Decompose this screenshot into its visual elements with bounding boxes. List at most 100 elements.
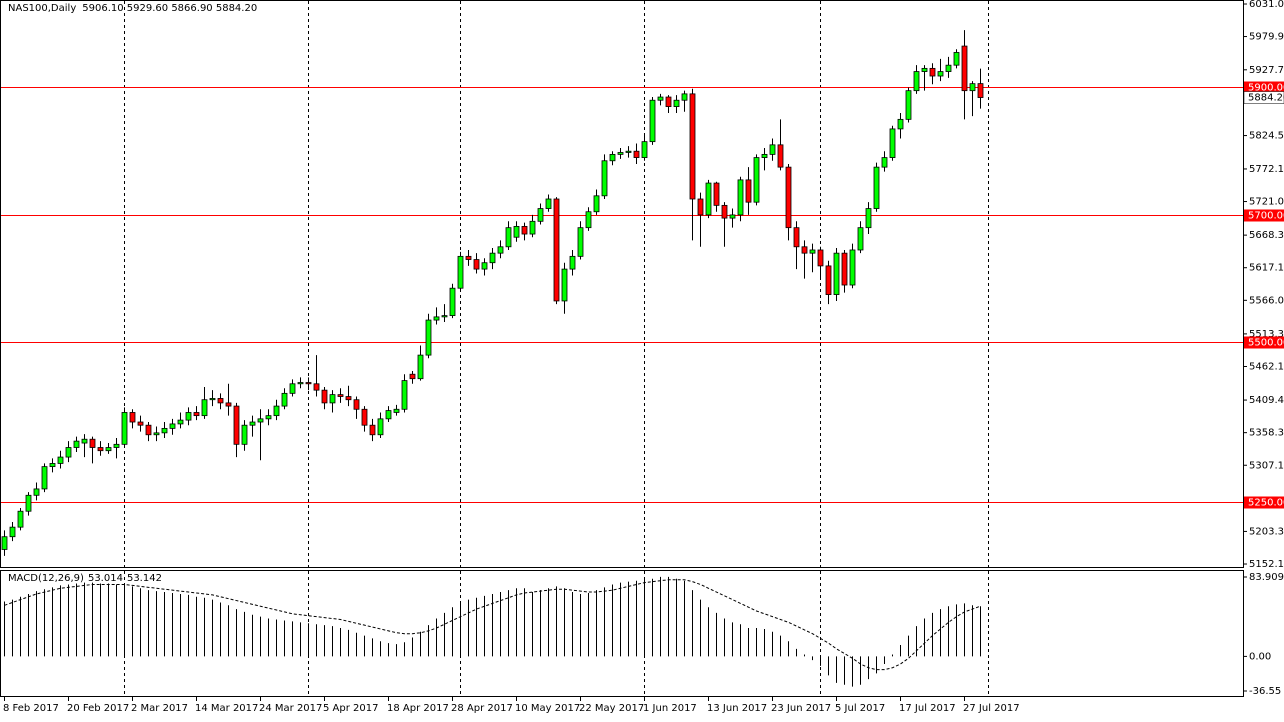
candle-body <box>689 93 696 200</box>
candle-body <box>633 150 640 158</box>
candle-body <box>209 398 216 401</box>
candle-body <box>89 438 96 448</box>
macd-y-tick-label: -36.55 <box>1249 686 1281 697</box>
level-label-box <box>1244 81 1284 94</box>
candle-body <box>657 96 664 101</box>
level-label: 5700.00 <box>1248 211 1284 222</box>
candle-body <box>921 67 928 72</box>
candle-body <box>953 52 960 66</box>
candle-body <box>353 399 360 410</box>
y-tick-label: 5927.75 <box>1249 65 1284 76</box>
candle-body <box>577 227 584 257</box>
candle-body <box>201 399 208 417</box>
candle-body <box>217 398 224 404</box>
symbol: NAS100,Daily <box>8 3 76 14</box>
x-tick-label: 28 Apr 2017 <box>451 703 513 714</box>
x-tick-label: 5 Apr 2017 <box>323 703 378 714</box>
candle-body <box>409 373 416 380</box>
candle-body <box>25 494 32 512</box>
candle-body <box>193 412 200 417</box>
level-label-box <box>1244 336 1284 349</box>
candle-body <box>265 415 272 420</box>
y-tick-label: 5358.30 <box>1249 428 1284 439</box>
header: NAS100,Daily 5906.10 5929.60 5866.90 5884… <box>8 3 257 14</box>
candle-body <box>937 71 944 77</box>
y-tick-label: 5668.30 <box>1249 230 1284 241</box>
y-tick-label: 5566.00 <box>1249 295 1284 306</box>
candle-body <box>497 246 504 254</box>
y-tick-label: 5772.15 <box>1249 164 1284 175</box>
candle-body <box>545 198 552 209</box>
candle-body <box>585 211 592 229</box>
x-tick-label: 18 Apr 2017 <box>387 703 449 714</box>
candle-body <box>705 182 712 216</box>
candle-body <box>625 150 632 153</box>
candle-body <box>441 315 448 318</box>
candle-body <box>177 419 184 425</box>
macd-y-tick-label: 83.909 <box>1249 572 1284 583</box>
candle-body <box>825 265 832 295</box>
candle-body <box>417 354 424 380</box>
x-tick-label: 24 Mar 2017 <box>259 703 322 714</box>
candle-body <box>121 412 128 445</box>
candle-body <box>769 144 776 155</box>
candle-body <box>105 447 112 452</box>
header-ohlc: 5906.10 5929.60 5866.90 5884.20 <box>82 3 257 14</box>
level-label-box <box>1244 209 1284 222</box>
candle-body <box>65 447 72 458</box>
candle-body <box>569 255 576 270</box>
candle-body <box>161 427 168 434</box>
candle-body <box>617 152 624 155</box>
candle-body <box>833 252 840 295</box>
level-label: 5900.00 <box>1248 83 1284 94</box>
macd-label: MACD(12,26,9) <box>8 573 84 584</box>
level-label: 5250.00 <box>1248 498 1284 509</box>
macd-frame <box>0 570 1244 697</box>
y-tick-label: 6031.00 <box>1249 0 1284 10</box>
y-tick-label: 5824.55 <box>1249 131 1284 142</box>
candle-body <box>857 227 864 251</box>
candle-body <box>73 440 80 448</box>
candle-body <box>513 225 520 238</box>
candle-body <box>281 392 288 407</box>
candle-body <box>641 141 648 158</box>
candle-body <box>97 447 104 452</box>
candle-body <box>273 405 280 417</box>
x-tick-label: 17 Jul 2017 <box>899 703 956 714</box>
candle-body <box>913 71 920 92</box>
candle-body <box>257 418 264 423</box>
candle-body <box>385 410 392 420</box>
candle-body <box>881 157 888 168</box>
candle-body <box>737 179 744 216</box>
candle-body <box>465 255 472 260</box>
candle-body <box>361 408 368 426</box>
current-price-box <box>1243 91 1284 104</box>
candle-body <box>169 423 176 429</box>
candle-body <box>929 67 936 77</box>
candle-body <box>249 421 256 426</box>
candle-body <box>713 182 720 206</box>
candle-body <box>505 227 512 248</box>
x-tick-label: 1 Jun 2017 <box>643 703 697 714</box>
candle-body <box>697 198 704 216</box>
candle-body <box>473 259 480 270</box>
candle-body <box>17 510 24 528</box>
candle-body <box>81 438 88 444</box>
candle-body <box>153 432 160 436</box>
candle-body <box>481 262 488 270</box>
candle-body <box>1 536 8 550</box>
candle-body <box>841 252 848 286</box>
x-tick-label: 23 Jun 2017 <box>771 703 831 714</box>
y-tick-label: 5203.30 <box>1249 526 1284 537</box>
candle-body <box>57 456 64 464</box>
x-tick-label: 10 May 2017 <box>515 703 580 714</box>
candle-body <box>33 488 40 496</box>
candle-body <box>977 83 984 98</box>
candle-body <box>521 225 528 235</box>
candle-body <box>129 412 136 423</box>
candle-body <box>969 83 976 92</box>
candle-body <box>145 424 152 436</box>
candle-body <box>41 466 48 490</box>
